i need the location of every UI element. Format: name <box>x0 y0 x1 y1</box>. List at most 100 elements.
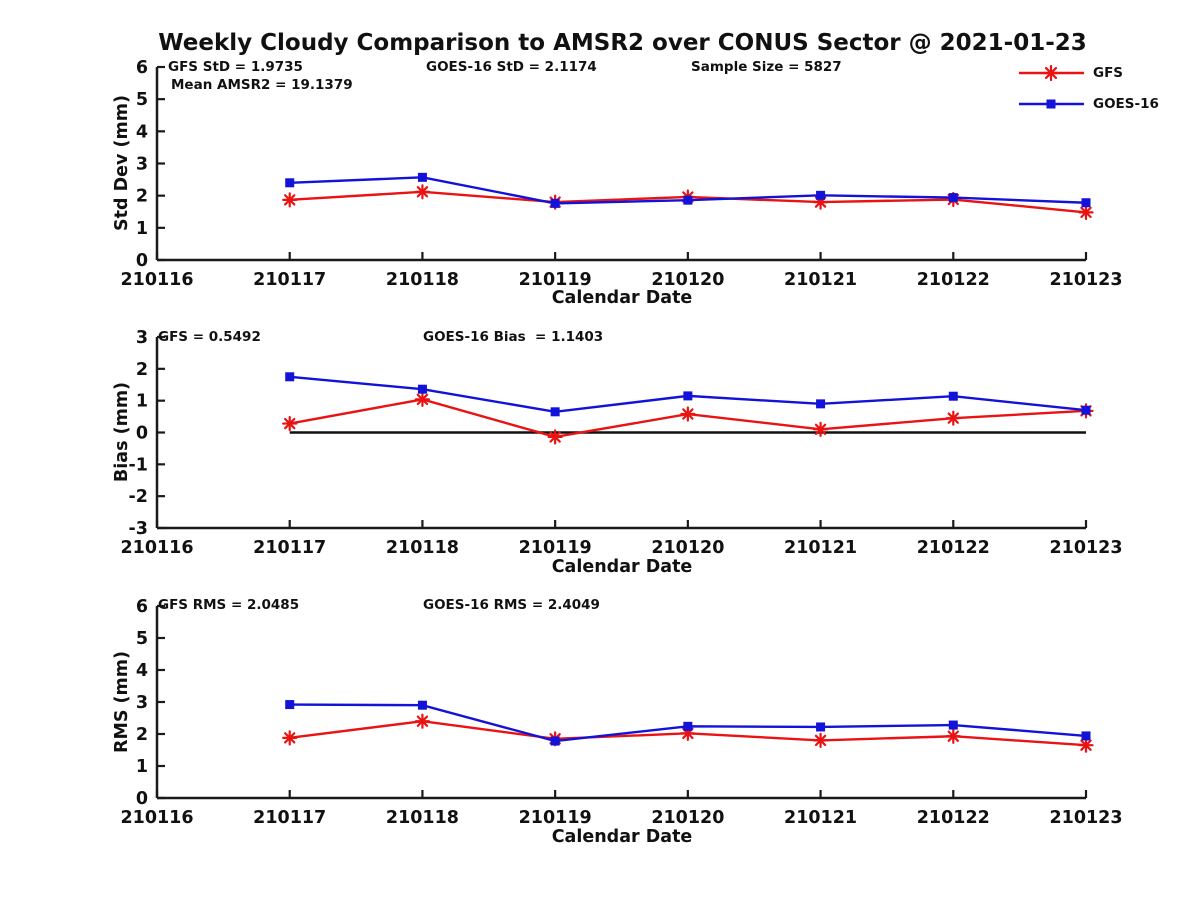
square-marker <box>417 384 427 394</box>
asterisk-marker <box>1044 66 1058 80</box>
square-marker <box>285 700 295 710</box>
asterisk-marker <box>549 431 561 443</box>
legend-item-gfs: GFS <box>1018 59 1159 87</box>
chart-title: Weekly Cloudy Comparison to AMSR2 over C… <box>158 30 1087 56</box>
y-tick-label: 2 <box>136 725 148 745</box>
square-marker <box>1046 99 1056 109</box>
square-marker <box>683 721 693 731</box>
square-marker <box>683 391 693 401</box>
goes16-bias-annotation: GOES-16 Bias = 1.1403 <box>423 329 604 345</box>
y-tick-label: 0 <box>136 789 148 809</box>
square-marker <box>683 195 693 205</box>
legend-label-goes16: GOES-16 <box>1093 96 1159 112</box>
bias-x-axis-label: Calendar Date <box>551 557 693 577</box>
x-tick-label: 210117 <box>253 808 326 828</box>
x-tick-label: 210121 <box>784 270 857 290</box>
square-marker <box>1081 405 1091 415</box>
y-tick-label: 4 <box>136 122 148 142</box>
square-marker <box>816 190 826 200</box>
y-tick-label: 1 <box>136 219 148 239</box>
square-marker <box>550 407 560 417</box>
y-tick-label: 0 <box>136 251 148 271</box>
gfs-line-marker-icon <box>1019 64 1084 82</box>
square-marker <box>550 198 560 208</box>
y-tick-label: 2 <box>136 187 148 207</box>
sample-size-annotation: Sample Size = 5827 <box>691 59 842 75</box>
asterisk-marker <box>284 732 296 744</box>
square-marker <box>1081 198 1091 208</box>
square-marker <box>816 399 826 409</box>
stddev-x-axis-label: Calendar Date <box>551 288 693 308</box>
asterisk-marker <box>1080 739 1092 751</box>
x-tick-label: 210117 <box>253 538 326 558</box>
x-tick-label: 210123 <box>1049 270 1122 290</box>
gfs-std-annotation: GFS StD = 1.9735 <box>168 59 303 75</box>
goes16-rms-annotation: GOES-16 RMS = 2.4049 <box>423 597 600 613</box>
square-marker <box>285 178 295 188</box>
y-tick-label: 3 <box>136 328 148 348</box>
x-tick-label: 210123 <box>1049 808 1122 828</box>
x-tick-label: 210116 <box>120 808 193 828</box>
x-tick-label: 210119 <box>519 270 592 290</box>
asterisk-marker <box>416 393 429 406</box>
square-marker <box>417 172 427 182</box>
x-tick-label: 210120 <box>651 270 724 290</box>
x-tick-label: 210116 <box>120 538 193 558</box>
y-tick-label: 5 <box>136 90 148 110</box>
asterisk-marker <box>947 412 959 424</box>
square-marker <box>550 736 560 746</box>
legend-label-gfs: GFS <box>1093 65 1124 81</box>
x-tick-label: 210122 <box>917 270 990 290</box>
y-tick-label: 1 <box>136 757 148 777</box>
asterisk-marker <box>682 408 694 420</box>
asterisk-marker <box>416 186 429 198</box>
asterisk-marker <box>814 423 827 436</box>
y-tick-label: -3 <box>129 519 148 539</box>
asterisk-marker <box>814 734 827 747</box>
x-tick-label: 210122 <box>917 808 990 828</box>
square-marker <box>948 391 958 401</box>
y-tick-label: 5 <box>136 629 148 649</box>
gfs-rms-annotation: GFS RMS = 2.0485 <box>158 597 300 613</box>
asterisk-marker <box>1080 206 1092 219</box>
square-marker <box>1081 731 1091 741</box>
square-marker <box>417 700 427 710</box>
x-tick-label: 210118 <box>386 808 459 828</box>
goes16-std-annotation: GOES-16 StD = 2.1174 <box>426 59 597 75</box>
x-tick-label: 210117 <box>253 270 326 290</box>
asterisk-marker <box>416 715 429 727</box>
y-tick-label: 6 <box>136 58 148 78</box>
y-tick-label: 3 <box>136 693 148 713</box>
x-tick-label: 210123 <box>1049 538 1122 558</box>
gfs-bias-annotation: GFS = 0.5492 <box>158 329 261 345</box>
y-tick-label: -2 <box>129 487 148 507</box>
y-tick-label: 4 <box>136 661 148 681</box>
square-marker <box>816 722 826 732</box>
mean-amsr2-annotation: Mean AMSR2 = 19.1379 <box>171 77 353 93</box>
legend-item-goes16: GOES-16 <box>1018 90 1159 118</box>
asterisk-marker <box>284 194 296 206</box>
x-tick-label: 210121 <box>784 538 857 558</box>
square-marker <box>948 720 958 730</box>
square-marker <box>285 372 295 382</box>
y-tick-label: 0 <box>136 424 148 444</box>
x-tick-label: 210119 <box>519 538 592 558</box>
y-tick-label: 2 <box>136 360 148 380</box>
y-tick-label: 3 <box>136 155 148 175</box>
x-tick-label: 210122 <box>917 538 990 558</box>
legend: GFS GOES-16 <box>1018 59 1159 121</box>
square-marker <box>948 193 958 203</box>
x-tick-label: 210118 <box>386 270 459 290</box>
x-tick-label: 210116 <box>120 270 193 290</box>
asterisk-marker <box>947 730 959 742</box>
rms-y-axis-label: RMS (mm) <box>112 650 132 754</box>
asterisk-marker <box>284 417 296 430</box>
x-tick-label: 210120 <box>651 808 724 828</box>
rms-x-axis-label: Calendar Date <box>551 827 693 847</box>
goes16-line-marker-icon <box>1019 99 1084 109</box>
stddev-y-axis-label: Std Dev (mm) <box>112 95 132 231</box>
x-tick-label: 210119 <box>519 808 592 828</box>
y-tick-label: 6 <box>136 597 148 617</box>
